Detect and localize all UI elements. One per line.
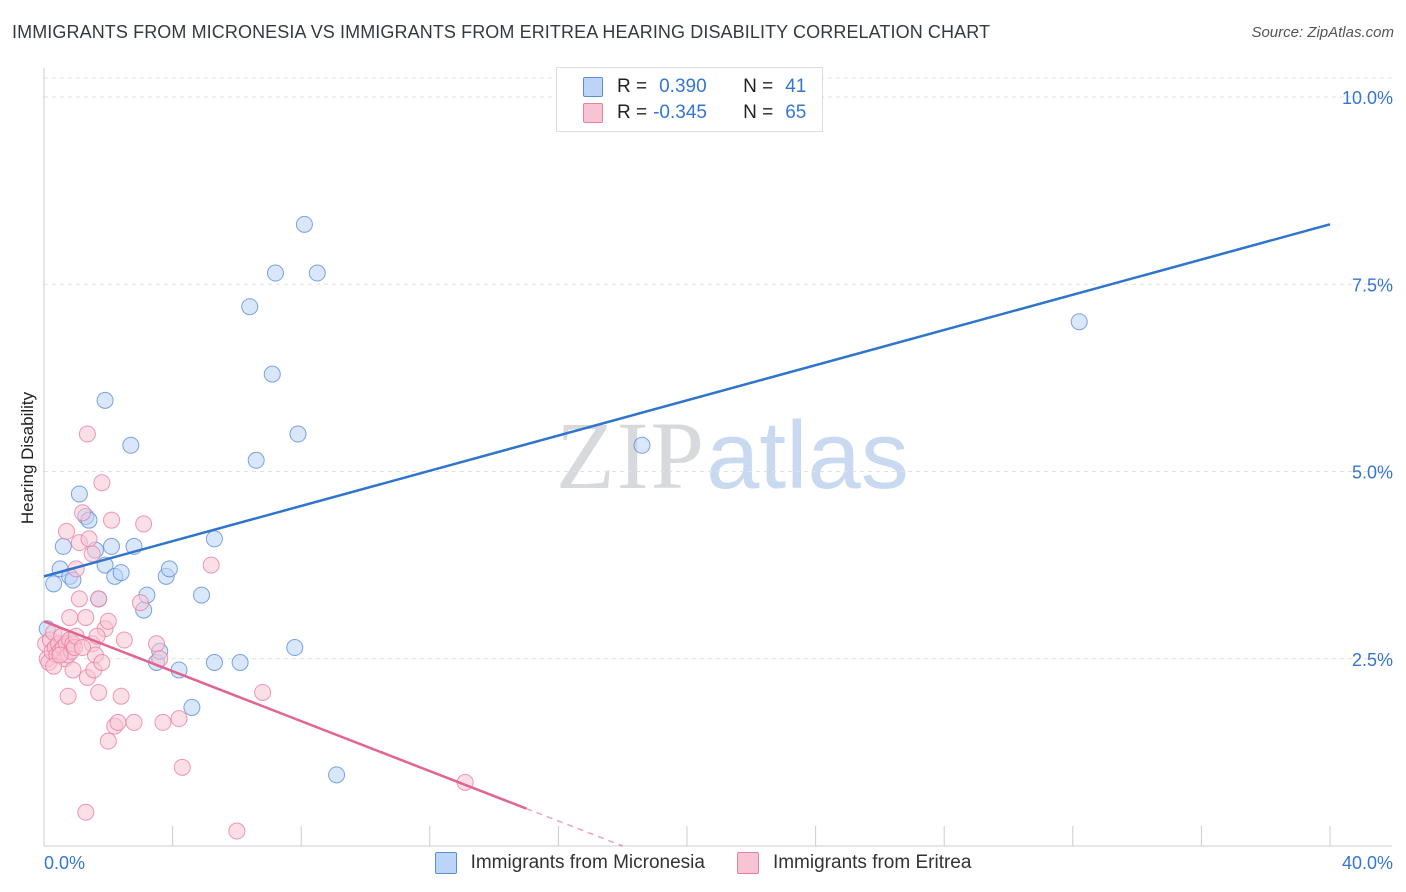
legend-r-value: -0.345 bbox=[653, 102, 707, 123]
micronesia-point bbox=[205, 530, 223, 548]
micronesia-point bbox=[308, 264, 326, 282]
eritrea-point bbox=[80, 530, 98, 548]
micronesia-point bbox=[1070, 313, 1088, 331]
micronesia-trendline bbox=[43, 223, 1331, 578]
y-axis-label: Hearing Disability bbox=[18, 391, 37, 525]
micronesia-point bbox=[193, 586, 211, 604]
legend-row-micronesia: R = 0.390 N = 41 bbox=[583, 75, 806, 99]
eritrea-point bbox=[93, 474, 111, 492]
legend-n-value: 41 bbox=[785, 76, 807, 97]
micronesia-point bbox=[266, 264, 284, 282]
eritrea-point bbox=[131, 594, 149, 612]
legend-r-value: 0.390 bbox=[659, 76, 707, 97]
y-tick-label: 5.0% bbox=[1352, 463, 1393, 483]
chart-title: IMMIGRANTS FROM MICRONESIA VS IMMIGRANTS… bbox=[12, 22, 991, 42]
legend-n-value: 65 bbox=[785, 102, 807, 123]
watermark-atlas: atlas bbox=[706, 402, 909, 509]
micronesia-point bbox=[183, 698, 201, 716]
micronesia-point bbox=[295, 215, 313, 233]
eritrea-point bbox=[228, 822, 246, 840]
micronesia-point bbox=[45, 575, 63, 593]
eritrea-point bbox=[83, 545, 101, 563]
eritrea-point bbox=[202, 556, 220, 574]
y-tick-label: 2.5% bbox=[1352, 650, 1393, 670]
eritrea-trendline bbox=[43, 620, 527, 810]
watermark: ZIPatlas bbox=[556, 400, 909, 511]
micronesia-point bbox=[263, 365, 281, 383]
eritrea-point bbox=[61, 609, 79, 627]
watermark-zip: ZIP bbox=[556, 402, 706, 509]
correlation-legend: R = 0.390 N = 41 R = -0.345 N = 65 bbox=[556, 67, 823, 132]
eritrea-point bbox=[173, 758, 191, 776]
legend-n-label: N = bbox=[743, 102, 774, 123]
micronesia-point bbox=[70, 485, 88, 503]
eritrea-point bbox=[59, 687, 77, 705]
micronesia-point bbox=[286, 639, 304, 657]
x-tick-label: 0.0% bbox=[44, 853, 85, 873]
eritrea-point bbox=[135, 515, 153, 533]
eritrea-point bbox=[93, 653, 111, 671]
micronesia-point bbox=[103, 537, 121, 555]
micronesia-point bbox=[205, 653, 223, 671]
eritrea-point bbox=[58, 522, 76, 540]
micronesia-point bbox=[112, 564, 130, 582]
legend-row-eritrea: R = -0.345 N = 65 bbox=[583, 101, 806, 125]
series-name-micronesia: Immigrants from Micronesia bbox=[470, 852, 705, 873]
micronesia-point bbox=[54, 537, 72, 555]
micronesia-point bbox=[96, 391, 114, 409]
micronesia-point bbox=[289, 425, 307, 443]
series-name-eritrea: Immigrants from Eritrea bbox=[772, 852, 972, 873]
eritrea-point bbox=[148, 635, 166, 653]
source-label: Source: ZipAtlas.com bbox=[1251, 24, 1394, 41]
eritrea-point bbox=[99, 732, 117, 750]
eritrea-point bbox=[112, 687, 130, 705]
y-tick-label: 10.0% bbox=[1342, 88, 1393, 108]
micronesia-point bbox=[241, 298, 259, 316]
micronesia-point bbox=[231, 653, 249, 671]
series-legend-micronesia: Immigrants from Micronesia bbox=[434, 852, 705, 874]
eritrea-point bbox=[99, 612, 117, 630]
eritrea-point bbox=[64, 661, 82, 679]
eritrea-point bbox=[74, 639, 92, 657]
micronesia-point bbox=[122, 436, 140, 454]
eritrea-point bbox=[109, 713, 127, 731]
eritrea-point bbox=[170, 710, 188, 728]
legend-r-label: R = bbox=[617, 76, 648, 97]
legend-swatch-micronesia bbox=[583, 77, 603, 97]
series-swatch-micronesia bbox=[434, 852, 457, 874]
eritrea-point bbox=[78, 425, 96, 443]
micronesia-point bbox=[160, 560, 178, 578]
eritrea-point bbox=[70, 590, 88, 608]
micronesia-point bbox=[247, 451, 265, 469]
micronesia-point bbox=[328, 766, 346, 784]
eritrea-point bbox=[254, 683, 272, 701]
eritrea-point bbox=[74, 504, 92, 522]
eritrea-point bbox=[77, 609, 95, 627]
legend-swatch-eritrea bbox=[583, 103, 603, 123]
eritrea-point bbox=[115, 631, 133, 649]
eritrea-point bbox=[90, 683, 108, 701]
legend-r-label: R = bbox=[617, 102, 648, 123]
y-tick-label: 7.5% bbox=[1352, 275, 1393, 295]
series-legend: Immigrants from Micronesia Immigrants fr… bbox=[0, 852, 1406, 874]
eritrea-point bbox=[51, 646, 69, 664]
legend-n-label: N = bbox=[743, 76, 774, 97]
eritrea-point bbox=[103, 511, 121, 529]
eritrea-point bbox=[77, 803, 95, 821]
eritrea-point bbox=[154, 713, 172, 731]
eritrea-point bbox=[90, 590, 108, 608]
series-legend-eritrea: Immigrants from Eritrea bbox=[736, 852, 972, 874]
eritrea-trendline-extension bbox=[525, 807, 623, 847]
series-swatch-eritrea bbox=[736, 852, 759, 874]
micronesia-point bbox=[633, 436, 651, 454]
eritrea-point bbox=[125, 713, 143, 731]
x-tick-label: 40.0% bbox=[1342, 853, 1393, 873]
